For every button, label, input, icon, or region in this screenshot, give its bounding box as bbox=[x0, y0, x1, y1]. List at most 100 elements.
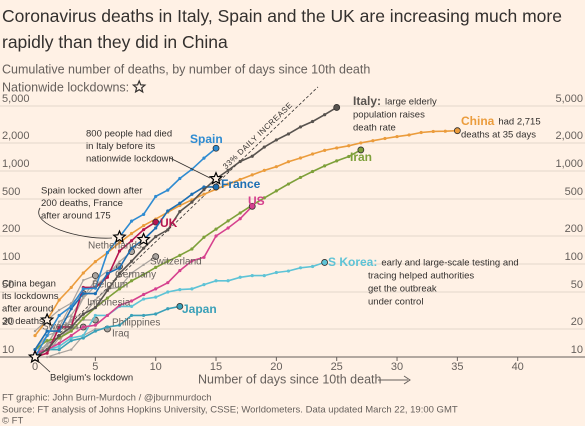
data-point bbox=[178, 201, 182, 205]
data-point bbox=[347, 144, 351, 148]
x-tick-label: 25 bbox=[331, 361, 343, 373]
data-point bbox=[57, 333, 61, 338]
series-label: Philippines bbox=[112, 318, 160, 329]
data-point bbox=[335, 159, 339, 163]
annotation-leader bbox=[38, 207, 113, 239]
data-point bbox=[226, 279, 230, 283]
end-point bbox=[152, 218, 160, 226]
y-tick-label-right: 20 bbox=[571, 316, 583, 328]
series-label: Sweden bbox=[42, 322, 78, 333]
annotation-leader bbox=[169, 157, 211, 179]
end-point bbox=[212, 183, 220, 191]
chart-title: Coronavirus deaths in Italy, Spain and t… bbox=[2, 6, 562, 52]
data-point bbox=[81, 292, 85, 296]
series-label: Germany bbox=[115, 270, 156, 281]
data-point bbox=[310, 169, 315, 174]
annotation: Spain locked down after bbox=[41, 186, 142, 197]
data-point bbox=[81, 333, 85, 338]
data-point bbox=[202, 235, 206, 239]
data-point bbox=[129, 239, 134, 243]
x-tick-label: 35 bbox=[451, 361, 463, 373]
data-point bbox=[57, 320, 61, 323]
x-axis-label: Number of days since 10th death bbox=[198, 372, 381, 386]
data-point bbox=[81, 271, 85, 275]
series-note: large elderly bbox=[385, 97, 437, 108]
data-point bbox=[202, 283, 206, 287]
data-point bbox=[154, 235, 158, 239]
series-label: US bbox=[248, 194, 265, 208]
y-tick-label: 10 bbox=[2, 344, 14, 356]
annotation: after around bbox=[2, 304, 53, 315]
series-label: UK bbox=[160, 216, 178, 230]
annotation: 800 people had died bbox=[86, 129, 172, 140]
x-tick-label: 5 bbox=[92, 361, 98, 373]
data-point bbox=[105, 325, 110, 329]
series-label: Switzerland bbox=[150, 257, 202, 268]
data-point bbox=[250, 173, 254, 177]
data-point bbox=[118, 260, 121, 263]
y-tick-label-right: 50 bbox=[571, 279, 583, 291]
data-point bbox=[154, 265, 158, 269]
data-point bbox=[359, 141, 363, 145]
data-point bbox=[45, 345, 49, 348]
data-point bbox=[166, 228, 170, 232]
x-axis-arrow-head bbox=[403, 375, 411, 385]
series-note: population raises bbox=[353, 110, 425, 121]
data-point bbox=[69, 333, 73, 338]
data-point bbox=[129, 304, 134, 309]
data-point bbox=[69, 339, 73, 343]
data-point bbox=[57, 344, 61, 349]
data-point bbox=[57, 341, 61, 346]
data-point bbox=[70, 348, 73, 351]
data-point bbox=[81, 325, 85, 329]
data-point bbox=[57, 348, 61, 352]
y-tick-label: 50 bbox=[2, 279, 14, 291]
data-point bbox=[154, 226, 158, 230]
y-tick-label: 500 bbox=[2, 186, 20, 198]
end-point bbox=[152, 253, 160, 261]
data-point bbox=[105, 271, 110, 276]
data-point bbox=[142, 263, 145, 267]
footer-source-line: © FT bbox=[2, 416, 23, 426]
data-point bbox=[94, 278, 97, 282]
data-point bbox=[310, 152, 315, 156]
data-point bbox=[262, 274, 266, 278]
series-note: early and large-scale testing and bbox=[381, 258, 518, 269]
data-point bbox=[190, 247, 194, 251]
lockdown-star bbox=[39, 312, 55, 327]
x-tick-label: 30 bbox=[391, 361, 403, 373]
data-point bbox=[81, 316, 85, 321]
reference-line bbox=[34, 86, 319, 358]
data-point bbox=[154, 312, 158, 316]
data-point bbox=[347, 154, 351, 159]
series-line bbox=[34, 129, 458, 337]
end-point bbox=[357, 146, 365, 154]
data-point bbox=[117, 287, 122, 291]
series-line bbox=[34, 275, 96, 358]
y-tick-label-right: 200 bbox=[565, 223, 583, 235]
data-point bbox=[45, 339, 49, 343]
data-point bbox=[94, 298, 97, 302]
data-point bbox=[214, 279, 218, 283]
data-point bbox=[323, 148, 327, 153]
x-tick-label: 15 bbox=[210, 361, 222, 373]
series-label: Spain bbox=[190, 132, 223, 146]
series-line bbox=[34, 186, 216, 351]
end-point bbox=[212, 144, 220, 152]
data-point bbox=[238, 275, 242, 279]
data-point bbox=[154, 194, 158, 199]
data-point bbox=[250, 274, 254, 278]
data-point bbox=[57, 298, 61, 302]
series-label: China bbox=[461, 114, 495, 128]
data-point bbox=[129, 279, 134, 283]
y-tick-label-right: 2,000 bbox=[555, 130, 583, 142]
data-point bbox=[45, 355, 49, 359]
lockdown-star bbox=[136, 232, 151, 246]
y-tick-label: 2,000 bbox=[2, 130, 30, 142]
data-point bbox=[45, 348, 49, 352]
data-point bbox=[178, 288, 182, 292]
data-point bbox=[407, 133, 411, 137]
data-point bbox=[129, 299, 134, 303]
data-point bbox=[57, 351, 61, 355]
